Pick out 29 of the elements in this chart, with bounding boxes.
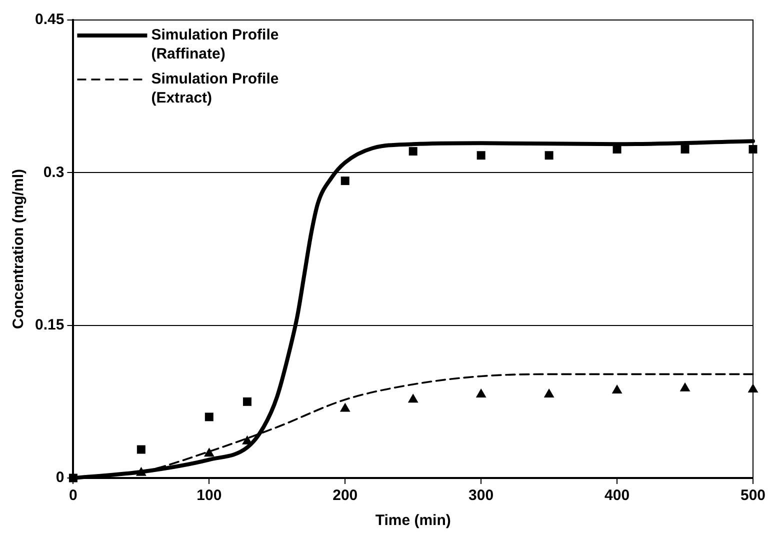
x-tick-label: 500 [740, 487, 766, 504]
point [242, 397, 252, 406]
y-axis-title: Concentration (mg/ml) [10, 169, 28, 329]
point [408, 394, 418, 403]
y-tick-label: 0.15 [34, 316, 64, 334]
point [476, 151, 486, 160]
point [544, 151, 554, 160]
point [204, 412, 214, 422]
point [476, 388, 486, 398]
x-tick-label: 200 [332, 487, 358, 504]
point [612, 384, 622, 394]
point [408, 147, 418, 156]
point [204, 448, 214, 457]
point [340, 402, 350, 412]
point [544, 388, 554, 398]
y-tick-label: 0.45 [34, 11, 64, 28]
y-tick-label: 0 [56, 469, 64, 486]
y-tick-label: 0.3 [43, 164, 64, 181]
point [680, 145, 690, 154]
legend-label: Simulation Profile (Extract) [151, 70, 279, 107]
x-tick-label: 0 [69, 487, 78, 504]
x-axis-title: Time (min) [375, 512, 451, 530]
point [136, 445, 146, 454]
x-tick-label: 400 [604, 487, 630, 504]
legend-label: Simulation Profile (Raffinate) [151, 26, 279, 63]
x-tick-label: 100 [196, 487, 222, 504]
x-tick-label: 300 [468, 487, 494, 504]
point [340, 176, 350, 186]
point [680, 382, 690, 392]
